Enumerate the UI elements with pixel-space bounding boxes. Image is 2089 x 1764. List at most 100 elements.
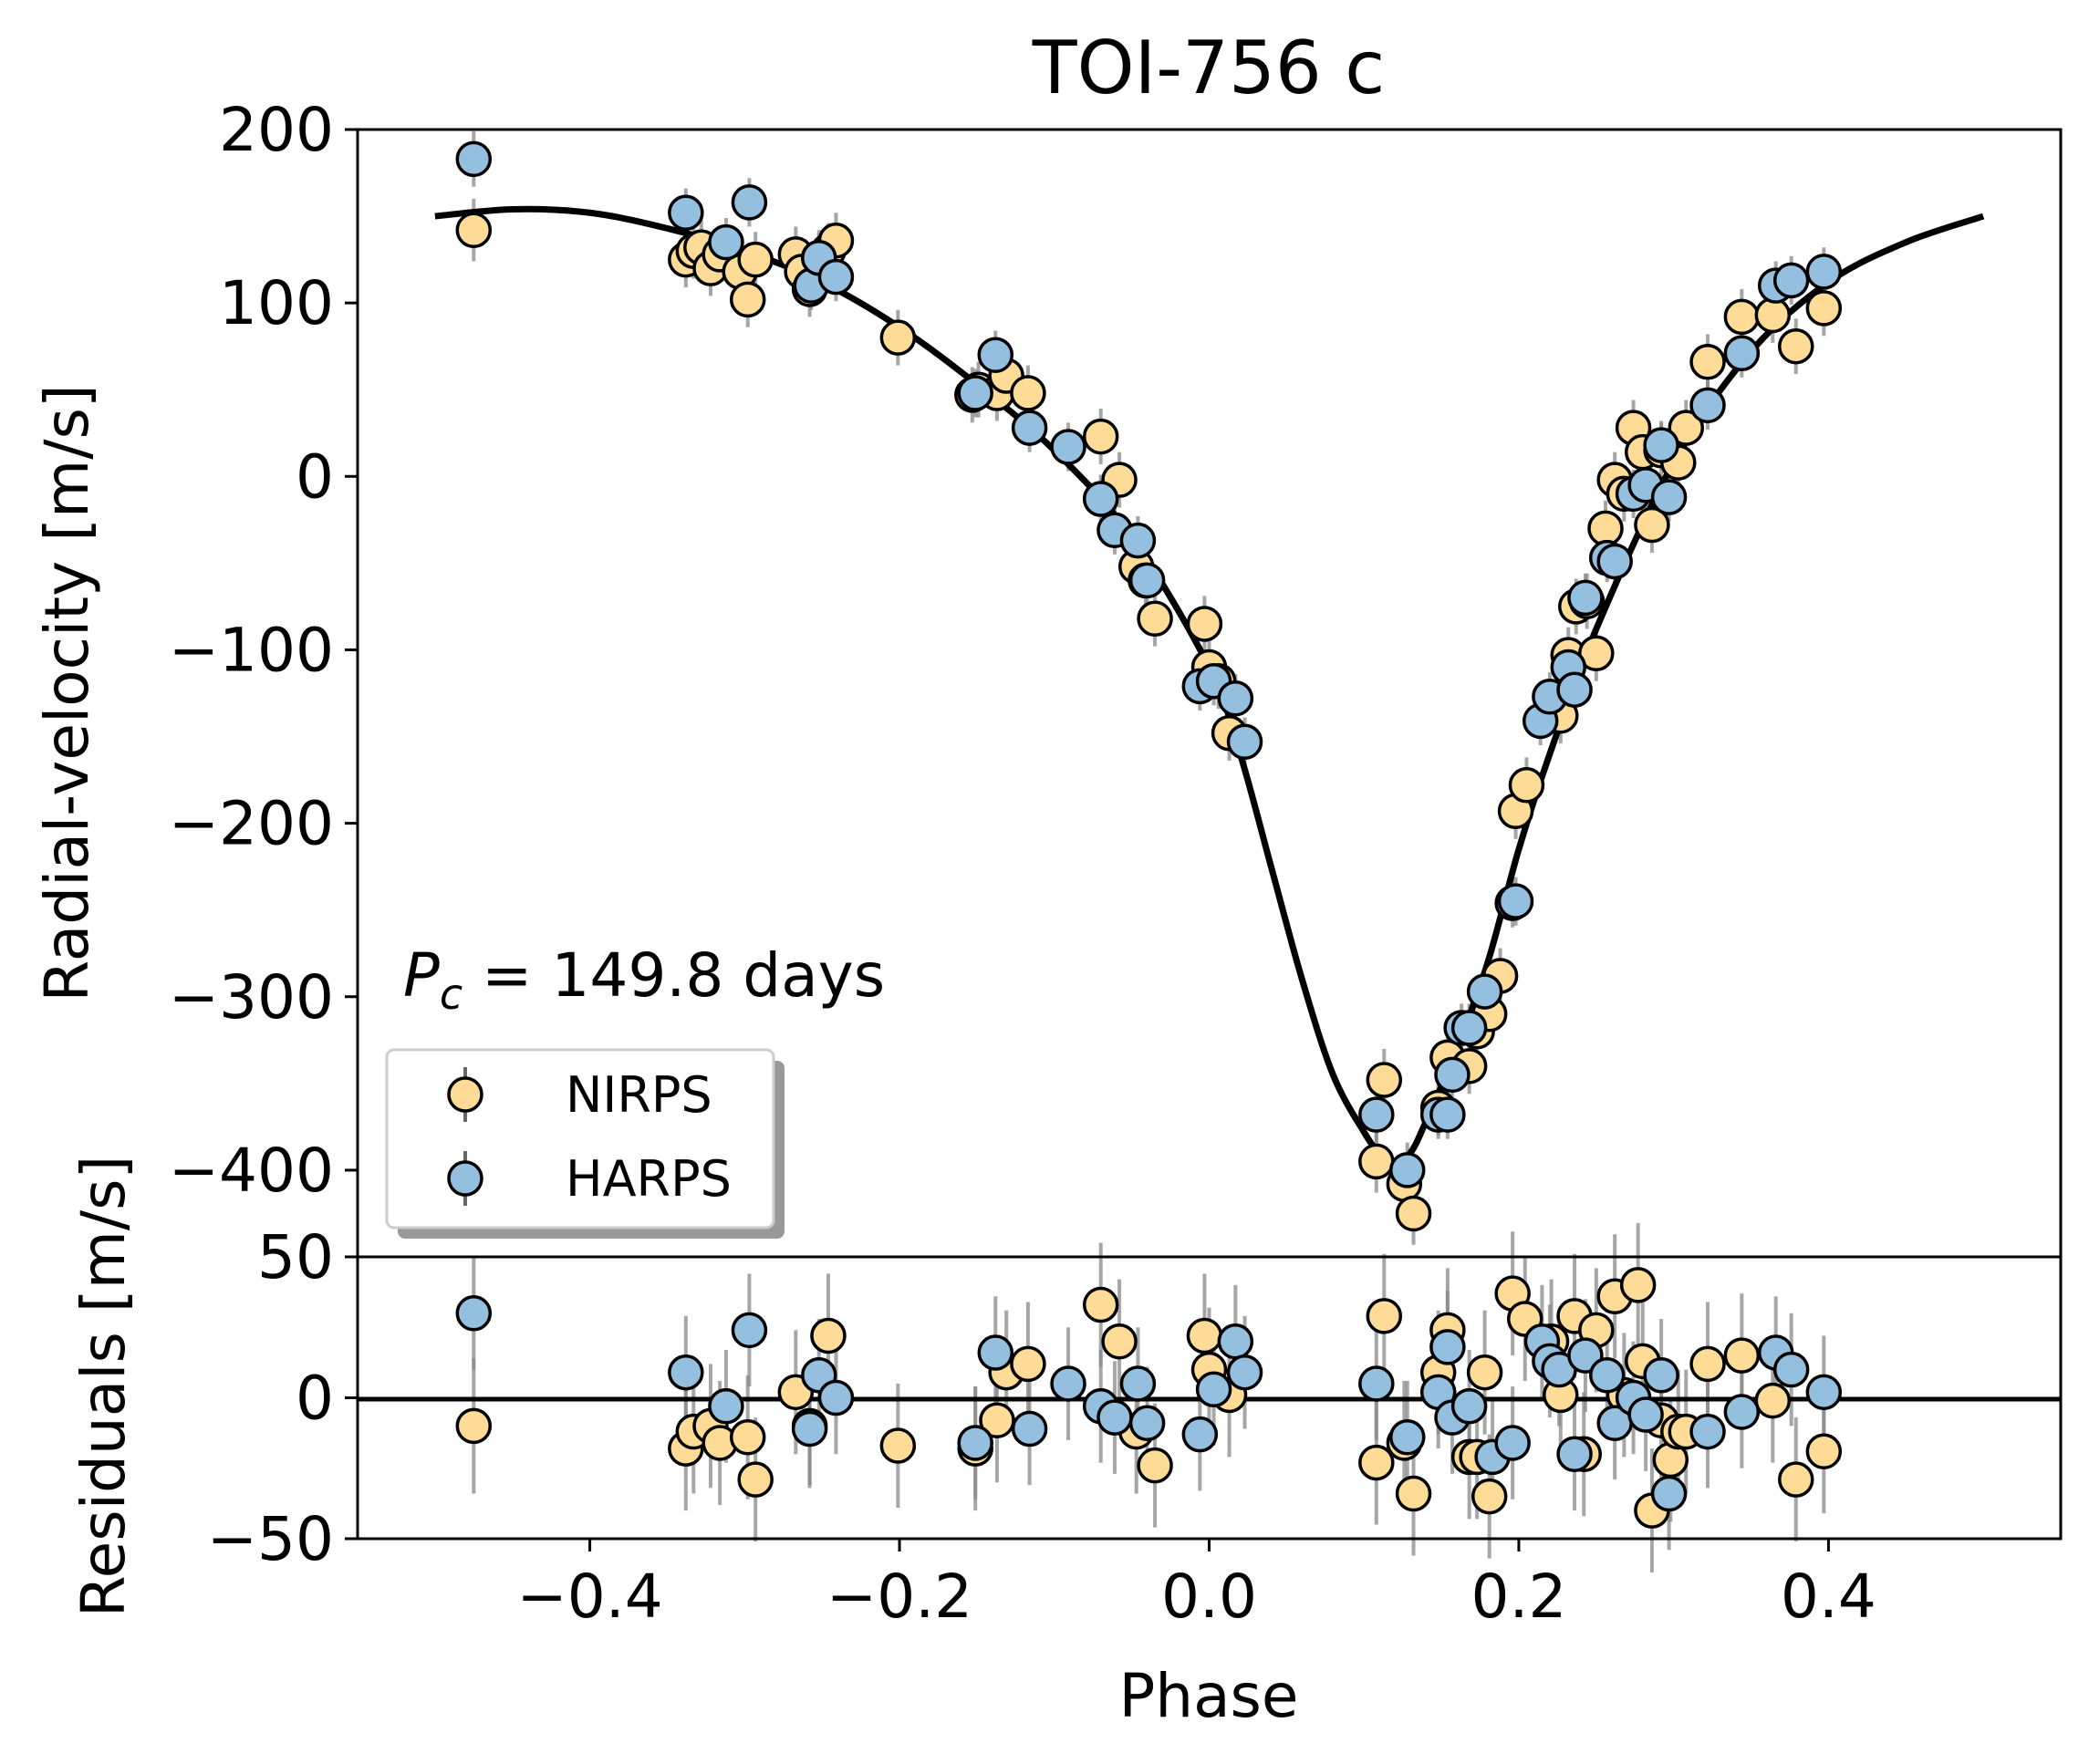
residual-nirps-point (1010, 1345, 1046, 1383)
residual-harps-point (817, 1379, 855, 1416)
residual-nirps-point (455, 1407, 493, 1445)
residual-nirps-point (1137, 1447, 1173, 1484)
residual-harps-point (1643, 1357, 1679, 1394)
rv-harps-point (1217, 680, 1254, 717)
legend-box (385, 1048, 775, 1230)
period-annotation-value: = 149.8 days (462, 940, 885, 1011)
residual-harps-point (957, 1425, 993, 1461)
rv-nirps-point (1395, 1195, 1432, 1232)
residual-harps-point (1181, 1416, 1219, 1453)
residual-harps-point (455, 1295, 493, 1332)
rv-panel: 200 100 0 −100 −200 −300 −400 (169, 95, 2063, 1259)
rv-nirps-point (1634, 506, 1670, 544)
rv-harps-point (1050, 429, 1086, 465)
legend-harps-label: HARPS (566, 1150, 732, 1208)
rv-harps-point (1128, 562, 1166, 599)
rv-harps-point (1805, 254, 1843, 290)
rv-y-tick-label: −400 (169, 1136, 334, 1206)
rv-harps-point (1650, 479, 1688, 515)
phase-x-tick-label: 0.2 (1471, 1562, 1566, 1632)
rv-y-ticks: 200 100 0 −100 −200 −300 −400 (169, 95, 358, 1206)
residuals-y-tick-label: −50 (207, 1504, 334, 1574)
rv-y-tick-label: 100 (219, 268, 334, 338)
legend-harps-marker (447, 1160, 483, 1197)
rv-y-axis-label: Radial-velocity [m/s] (32, 384, 102, 1001)
residual-harps-point (1494, 1425, 1531, 1461)
residual-harps-point (1772, 1351, 1810, 1388)
residual-nirps-point (1466, 1354, 1503, 1391)
rv-nirps-point (1587, 510, 1624, 547)
rv-harps-point (1226, 723, 1263, 760)
residual-harps-point (1128, 1405, 1166, 1442)
residuals-y-tick-label: 50 (257, 1222, 334, 1292)
residual-nirps-point (737, 1461, 774, 1498)
residual-nirps-point (1395, 1475, 1432, 1512)
rv-nirps-point (729, 281, 766, 318)
rv-nirps-point (879, 319, 917, 356)
residual-harps-point (668, 1354, 704, 1391)
chart-title: TOI-756 c (1032, 26, 1385, 110)
period-annotation-subscript: c (440, 970, 462, 1019)
rv-harps-point (1689, 387, 1726, 424)
residual-nirps-point (1101, 1323, 1138, 1360)
residual-harps-point (1450, 1388, 1488, 1425)
rv-nirps-point (1010, 375, 1046, 411)
residual-harps-point (1195, 1371, 1232, 1407)
rv-nirps-point (1668, 410, 1705, 446)
residual-nirps-point (810, 1317, 847, 1354)
residual-harps-point (1650, 1475, 1688, 1512)
residual-harps-point (791, 1410, 828, 1448)
legend-nirps-label: NIRPS (566, 1066, 712, 1124)
rv-nirps-point (1805, 290, 1843, 327)
phase-x-ticks: −0.4 −0.2 0.0 0.2 0.4 (516, 1539, 1876, 1632)
rv-harps-point (1429, 1096, 1466, 1133)
rv-nirps-point (1358, 1143, 1395, 1180)
rv-harps-point (1450, 1010, 1488, 1046)
rv-y-tick-label: 200 (219, 95, 334, 165)
rv-nirps-point (737, 241, 774, 278)
rv-harps-point (1466, 973, 1503, 1010)
residuals-y-axis-label: Residuals [m/s] (68, 1156, 139, 1618)
residual-harps-point (708, 1388, 744, 1425)
residuals-y-ticks: 50 0 −50 (207, 1222, 358, 1574)
rv-harps-point (668, 194, 704, 232)
rv-harps-point (817, 258, 855, 296)
rv-harps-point (1596, 543, 1633, 580)
rv-harps-point (977, 337, 1014, 373)
residual-harps-point (1217, 1323, 1254, 1360)
phase-x-tick-label: −0.2 (826, 1562, 972, 1632)
residual-harps-point (977, 1334, 1014, 1371)
residuals-axes-frame (356, 1255, 2063, 1541)
residual-harps-point (1389, 1419, 1426, 1456)
rv-points (455, 140, 1843, 1232)
rv-harps-point (731, 184, 768, 221)
residuals-panel: 50 0 −50 −0.4 −0.2 0.0 0.2 0.4 (207, 1222, 2063, 1632)
residuals-points (455, 1267, 1843, 1529)
rv-nirps-point (1082, 418, 1119, 455)
residual-harps-point (731, 1312, 768, 1349)
rv-harps-point (1434, 1056, 1471, 1094)
phase-x-tick-label: −0.4 (516, 1562, 662, 1632)
residual-harps-point (1689, 1413, 1726, 1450)
residual-nirps-point (729, 1419, 766, 1456)
rv-harps-point (455, 140, 493, 178)
rv-harps-point (1772, 262, 1810, 299)
residual-harps-point (1805, 1374, 1843, 1411)
rv-y-tick-label: −200 (169, 789, 334, 859)
rv-harps-point (1011, 410, 1048, 446)
phase-x-tick-label: 0.0 (1161, 1562, 1257, 1632)
residual-harps-point (1011, 1410, 1048, 1448)
rv-nirps-point (1689, 344, 1726, 380)
rv-harps-point (1567, 579, 1604, 617)
rv-harps-point (708, 223, 744, 261)
residual-nirps-point (1186, 1317, 1223, 1354)
rv-harps-point (1497, 883, 1534, 919)
residual-harps-point (1627, 1396, 1664, 1433)
rv-harps-point (1119, 522, 1157, 559)
residual-nirps-point (1778, 1461, 1814, 1498)
legend-nirps-marker (447, 1076, 483, 1113)
rv-harps-point (1358, 1096, 1395, 1133)
rv-harps-point (957, 375, 993, 411)
rv-nirps-point (1137, 600, 1173, 637)
